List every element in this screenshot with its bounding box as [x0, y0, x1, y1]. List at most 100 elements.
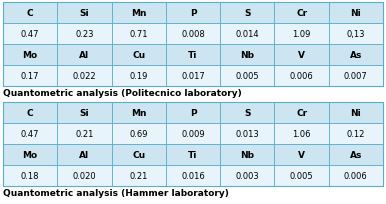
Bar [274, 66, 329, 86]
Bar [3, 3, 57, 24]
Bar [57, 45, 112, 66]
Bar [220, 3, 274, 24]
Text: 1.06: 1.06 [292, 129, 311, 138]
Bar [274, 3, 329, 24]
Bar [3, 45, 57, 66]
Text: Si: Si [80, 109, 89, 118]
Text: 0.12: 0.12 [347, 129, 365, 138]
Text: 1.09: 1.09 [292, 30, 311, 39]
Bar [166, 66, 220, 86]
Bar [3, 102, 383, 186]
Text: 0.21: 0.21 [75, 129, 94, 138]
Text: 0.006: 0.006 [344, 171, 368, 180]
Bar [166, 123, 220, 144]
Bar [3, 3, 383, 86]
Bar [166, 144, 220, 165]
Bar [220, 66, 274, 86]
Text: Cr: Cr [296, 109, 307, 118]
Bar [3, 66, 57, 86]
Text: Mo: Mo [22, 150, 38, 159]
Bar [166, 102, 220, 123]
Text: 0.71: 0.71 [129, 30, 148, 39]
Bar [3, 144, 57, 165]
Text: As: As [350, 51, 362, 60]
Text: Ti: Ti [188, 150, 198, 159]
Text: Cu: Cu [132, 51, 145, 60]
Bar [112, 165, 166, 186]
Bar [274, 144, 329, 165]
Bar [166, 3, 220, 24]
Text: 0.013: 0.013 [235, 129, 259, 138]
Text: Nb: Nb [240, 51, 254, 60]
Bar [112, 102, 166, 123]
Text: 0,13: 0,13 [347, 30, 365, 39]
Text: V: V [298, 51, 305, 60]
Text: 0.007: 0.007 [344, 72, 368, 81]
Bar [57, 144, 112, 165]
Text: 0.017: 0.017 [181, 72, 205, 81]
Bar [220, 144, 274, 165]
Bar [329, 144, 383, 165]
Bar [112, 66, 166, 86]
Text: 0.022: 0.022 [73, 72, 96, 81]
Bar [57, 66, 112, 86]
Text: Quantometric analysis (Politecnico laboratory): Quantometric analysis (Politecnico labor… [3, 89, 242, 98]
Bar [112, 123, 166, 144]
Bar [220, 102, 274, 123]
Text: 0.17: 0.17 [21, 72, 39, 81]
Bar [166, 165, 220, 186]
Text: 0.020: 0.020 [73, 171, 96, 180]
Text: C: C [27, 9, 34, 18]
Bar [329, 123, 383, 144]
Text: 0.005: 0.005 [290, 171, 313, 180]
Bar [112, 45, 166, 66]
Text: 0.19: 0.19 [130, 72, 148, 81]
Text: 0.47: 0.47 [21, 129, 39, 138]
Bar [274, 123, 329, 144]
Text: 0.47: 0.47 [21, 30, 39, 39]
Text: 0.003: 0.003 [235, 171, 259, 180]
Bar [329, 24, 383, 45]
Text: 0.009: 0.009 [181, 129, 205, 138]
Bar [274, 24, 329, 45]
Bar [57, 102, 112, 123]
Text: 0.23: 0.23 [75, 30, 94, 39]
Text: Mo: Mo [22, 51, 38, 60]
Bar [329, 3, 383, 24]
Bar [329, 165, 383, 186]
Text: Ti: Ti [188, 51, 198, 60]
Bar [274, 45, 329, 66]
Text: 0.014: 0.014 [235, 30, 259, 39]
Text: Mn: Mn [131, 109, 146, 118]
Text: 0.18: 0.18 [21, 171, 39, 180]
Text: Ni: Ni [350, 109, 361, 118]
Bar [220, 123, 274, 144]
Text: Quantometric analysis (Hammer laboratory): Quantometric analysis (Hammer laboratory… [3, 188, 229, 197]
Bar [329, 66, 383, 86]
Text: 0.005: 0.005 [235, 72, 259, 81]
Text: Al: Al [80, 150, 90, 159]
Text: P: P [190, 109, 196, 118]
Text: As: As [350, 150, 362, 159]
Text: 0.008: 0.008 [181, 30, 205, 39]
Text: Cr: Cr [296, 9, 307, 18]
Bar [112, 24, 166, 45]
Text: S: S [244, 9, 251, 18]
Text: V: V [298, 150, 305, 159]
Bar [166, 24, 220, 45]
Bar [220, 165, 274, 186]
Bar [3, 165, 57, 186]
Bar [274, 165, 329, 186]
Bar [112, 144, 166, 165]
Text: Si: Si [80, 9, 89, 18]
Bar [166, 45, 220, 66]
Bar [3, 24, 57, 45]
Bar [112, 3, 166, 24]
Text: C: C [27, 109, 34, 118]
Bar [220, 45, 274, 66]
Text: Mn: Mn [131, 9, 146, 18]
Text: P: P [190, 9, 196, 18]
Bar [57, 24, 112, 45]
Bar [220, 24, 274, 45]
Text: Al: Al [80, 51, 90, 60]
